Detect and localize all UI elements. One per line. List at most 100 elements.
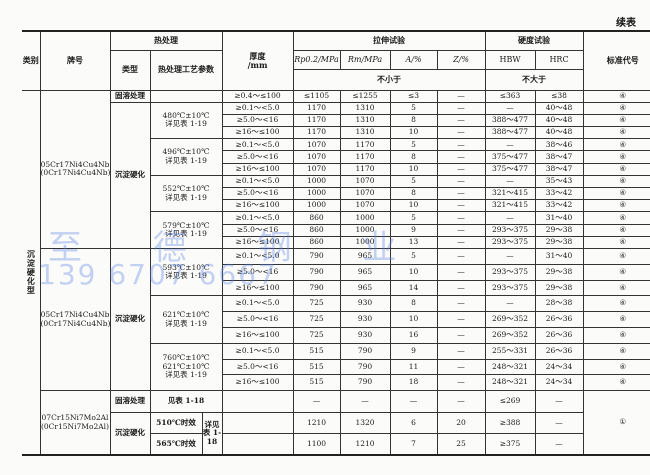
hrc-cell: 24～34 xyxy=(534,374,584,392)
table-body: 沉淀硬化型 05Cr17Ni4Cu4Nb (0Cr17Ni4Cu4Nb) 固溶处理 ≥0… xyxy=(22,89,650,456)
hrc-cell: 26～36 xyxy=(534,326,584,344)
standard-cell: ④ xyxy=(582,374,650,392)
table-row: 沉淀硬化 480℃±10℃ 详见表 1-19 ≥0.1～<5.0 1170 1310 5— —… xyxy=(22,101,650,249)
a-cell: 5 xyxy=(389,247,438,265)
header-not-less-than: 不小于 xyxy=(292,68,486,91)
hrc-cell: 28～38 xyxy=(534,295,584,313)
hrc-cell: 38～47 xyxy=(534,162,584,176)
hbw-cell: 248～321 xyxy=(484,358,536,376)
standard-cell: ④ xyxy=(582,342,650,360)
thickness-cell: ≥16～≤100 xyxy=(221,199,294,213)
hbw-cell: 269～352 xyxy=(484,311,536,328)
a-cell: 14 xyxy=(389,279,438,297)
z-cell: — xyxy=(436,390,486,413)
rp-cell: 860 xyxy=(292,235,341,249)
header-tensile-test: 拉伸试验 xyxy=(292,30,486,51)
hrc-cell: 40～48 xyxy=(534,113,584,128)
header-heat-treatment: 热处理 xyxy=(109,30,223,51)
a-cell: 16 xyxy=(389,326,438,344)
hrc-cell: — xyxy=(534,390,584,413)
a-cell: — xyxy=(389,390,438,413)
table-row: 07Cr15Ni7Mo2Al (0Cr15Ni7Mo2Al) 固溶处理 见表 1-18… xyxy=(22,390,650,456)
standard-cell: ④ xyxy=(582,113,650,128)
rp-cell: 860 xyxy=(292,223,341,237)
hrc-cell: 38～46 xyxy=(534,138,584,152)
hrc-cell: 24～34 xyxy=(534,358,584,376)
param-line: 621℃±10℃ xyxy=(162,361,210,371)
rm-cell: 790 xyxy=(339,342,391,360)
rp-cell: 1070 xyxy=(292,150,341,164)
rm-cell: — xyxy=(339,390,391,413)
table-row: 496℃±10℃ 详见表 1-19 ≥0.1～<5.0 1070 1170 5— —38～4… xyxy=(22,138,650,176)
hrc-cell: 26～36 xyxy=(534,311,584,328)
a-cell: 5 xyxy=(389,211,438,225)
params-cell: 480℃±10℃ 详见表 1-19 xyxy=(149,101,223,140)
rm-cell: 1170 xyxy=(339,162,391,176)
rm-cell: 1000 xyxy=(339,235,391,249)
header-category: 类别 xyxy=(22,30,41,91)
hrc-cell: 38～47 xyxy=(534,150,584,164)
z-cell: — xyxy=(436,211,486,225)
table-row: 579℃±10℃ 详见表 1-19 ≥0.1～<5.0 860 1000 5— —31～40… xyxy=(22,211,650,249)
z-cell: — xyxy=(436,358,486,376)
hbw-cell: ≤363 xyxy=(484,89,536,103)
a-cell: 9 xyxy=(389,223,438,237)
hbw-cell: — xyxy=(484,138,536,152)
header-grade: 牌号 xyxy=(39,30,111,91)
rp-cell: 1000 xyxy=(292,174,341,189)
z-cell: — xyxy=(436,126,486,140)
a-cell: 18 xyxy=(389,374,438,392)
hbw-cell: 293～375 xyxy=(484,279,536,297)
table-row: 沉淀硬化型 05Cr17Ni4Cu4Nb (0Cr17Ni4Cu4Nb) 固溶处理 ≥0… xyxy=(22,89,650,456)
z-cell: — xyxy=(436,223,486,237)
param-line: 496℃±10℃ xyxy=(162,147,210,157)
hbw-cell: — xyxy=(484,295,536,313)
standard-cell: ④ xyxy=(582,211,650,225)
hrc-cell: 40～48 xyxy=(534,126,584,140)
z-cell: — xyxy=(436,279,486,297)
thickness-cell: ≥0.4～≤100 xyxy=(221,89,294,103)
hrc-cell: 26～36 xyxy=(534,342,584,360)
type-cell: 固溶处理 xyxy=(109,89,151,103)
category-cell: 沉淀硬化型 xyxy=(22,89,41,456)
rm-cell: 965 xyxy=(339,247,391,265)
hrc-cell: 29～38 xyxy=(534,279,584,297)
z-cell: — xyxy=(436,150,486,164)
thickness-cell: ≥16～≤100 xyxy=(221,374,294,392)
rm-cell: 1310 xyxy=(339,113,391,128)
grade-old-name: (0Cr17Ni4Cu4Nb) xyxy=(40,318,110,328)
header-type: 类型 xyxy=(109,49,151,91)
grade-cell: 05Cr17Ni4Cu4Nb (0Cr17Ni4Cu4Nb) xyxy=(39,247,111,392)
type-cell: 沉淀硬化 xyxy=(109,411,151,456)
params-cell: 760℃±10℃ 621℃±10℃ 详见表 1-19 xyxy=(149,342,223,392)
rp-cell: 1000 xyxy=(292,199,341,213)
param-line: 552℃±10℃ xyxy=(162,183,210,193)
rm-cell: ≤1255 xyxy=(339,89,391,103)
rm-cell: 930 xyxy=(339,311,391,328)
table-row: ≥16～≤100 515 790 18—248～321 24～34 ④ xyxy=(22,374,650,392)
z-cell: — xyxy=(436,162,486,176)
rp-cell: 790 xyxy=(292,247,341,265)
header-hardness-test: 硬度试验 xyxy=(484,30,584,51)
thickness-cell: ≥5.0～<16 xyxy=(221,186,294,201)
rp-cell: 860 xyxy=(292,211,341,225)
standard-cell: ④ xyxy=(582,279,650,297)
hrc-cell: — xyxy=(534,411,584,435)
hbw-cell: 255～331 xyxy=(484,342,536,360)
z-cell: 20 xyxy=(436,411,486,435)
rm-cell: 1070 xyxy=(339,199,391,213)
standard-cell: ④ xyxy=(582,223,650,237)
a-cell: 5 xyxy=(389,138,438,152)
hbw-cell: 321～415 xyxy=(484,199,536,213)
standard-cell: ④ xyxy=(582,247,650,265)
param-line: 详见表 1-19 xyxy=(165,119,207,129)
rm-cell: 1170 xyxy=(339,138,391,152)
a-cell: 8 xyxy=(389,150,438,164)
table-row: 552℃±10℃ 详见表 1-19 ≥0.1～<5.0 1000 1070 5— —35～4… xyxy=(22,174,650,213)
hbw-cell: 375～477 xyxy=(484,162,536,176)
aging-params-cell: 510℃时效 xyxy=(149,411,203,435)
thickness-cell: ≥16～≤100 xyxy=(221,162,294,176)
steel-properties-table: 类别 牌号 热处理 厚度 /mm 拉伸试验 硬度试验 标准代号 类型 热处理工艺… xyxy=(22,30,650,457)
thickness-cell: ≥16～≤100 xyxy=(221,279,294,297)
rm-cell: 1310 xyxy=(339,126,391,140)
